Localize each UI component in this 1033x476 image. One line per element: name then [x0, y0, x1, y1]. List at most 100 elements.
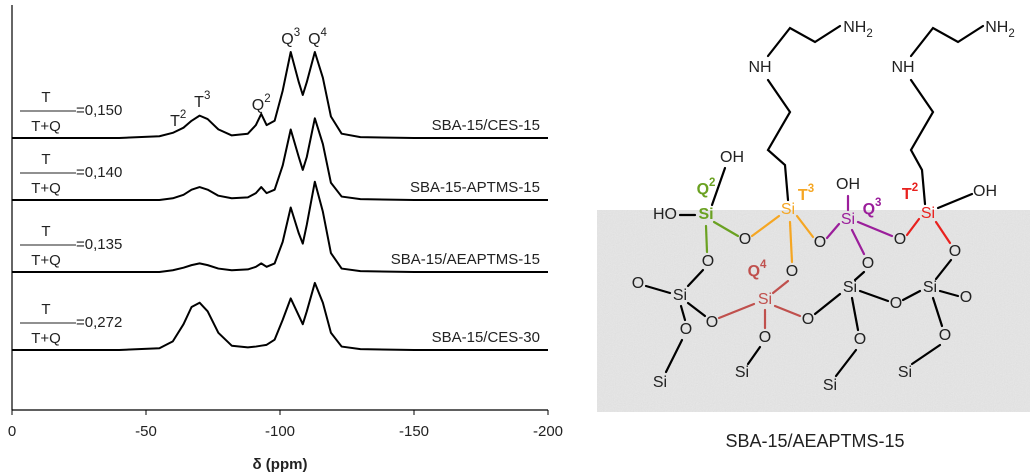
peak-label-sup: 2	[180, 109, 186, 121]
ratio-denominator: T+Q	[31, 330, 61, 347]
atom-label: OH	[720, 149, 744, 166]
atom-label: O	[786, 263, 798, 280]
bond	[644, 284, 672, 295]
atom-label: O	[890, 295, 902, 312]
bond	[712, 220, 740, 238]
atom-label-sup: 3	[875, 197, 881, 209]
peak-label-base: T	[194, 94, 204, 111]
bond	[825, 222, 841, 240]
atom-label: Si	[843, 279, 857, 296]
atom-label: O	[759, 329, 771, 346]
atom-label: O	[862, 255, 874, 272]
atom-label-sup: 4	[760, 259, 767, 271]
bonds	[644, 24, 985, 378]
bond	[686, 301, 707, 318]
ratio-denominator: T+Q	[31, 118, 61, 135]
chain-bond	[766, 78, 792, 202]
ratio-denominator: T+Q	[31, 252, 61, 269]
ratio-value: =0,135	[76, 236, 122, 253]
chain-bond	[766, 24, 842, 58]
peak-label-sup: 2	[264, 93, 270, 105]
silica-texture	[597, 210, 1030, 412]
ratio-value: =0,150	[76, 102, 122, 119]
atom-label: O	[739, 231, 751, 248]
series-label: SBA-15/AEAPTMS-15	[391, 251, 540, 268]
peak-label: Q2	[252, 93, 271, 114]
x-tick-label: 0	[8, 423, 16, 440]
series-label: SBA-15/CES-30	[432, 329, 540, 346]
bond	[853, 270, 866, 282]
ratio-denominator: T+Q	[31, 180, 61, 197]
bond	[710, 166, 727, 207]
chain-bond	[909, 78, 935, 206]
atom-label-sub: 2	[1008, 28, 1014, 40]
bond	[686, 268, 705, 288]
atom-label: T3	[798, 183, 814, 204]
x-tick-label: -200	[533, 423, 563, 440]
bond	[679, 304, 687, 322]
bond	[934, 220, 952, 245]
peak-label-base: Q	[252, 97, 264, 114]
spectrum	[12, 117, 548, 201]
atom-label: Q4	[748, 259, 767, 280]
bond	[750, 214, 781, 238]
atom-label-sup: 2	[912, 182, 918, 194]
atom-label: Si	[898, 364, 912, 381]
atom-label: Si	[758, 291, 772, 308]
atom-label: O	[802, 311, 814, 328]
peak-label-base: Q	[281, 31, 293, 48]
ratio-numerator: T	[41, 301, 50, 318]
atom-label: NH2	[843, 19, 873, 40]
chain-bond	[909, 24, 985, 58]
ratio-numerator: T	[41, 151, 50, 168]
atom-label: HO	[653, 206, 677, 223]
bond	[858, 289, 890, 303]
atom-label-sub: 2	[866, 28, 872, 40]
atom-label: O	[960, 289, 972, 306]
spectrum	[12, 51, 548, 139]
atom-label: Si	[735, 364, 749, 381]
atom-label: O	[894, 231, 906, 248]
peak-label: T3	[194, 90, 210, 111]
atom-label: Si	[841, 211, 855, 228]
bond	[938, 289, 960, 298]
atom-label-sup: 2	[709, 177, 715, 189]
bond	[850, 296, 860, 332]
atom-label: O	[706, 314, 718, 331]
atom-label: NH	[891, 59, 914, 76]
x-tick-label: -100	[265, 423, 295, 440]
atom-label: Si	[923, 279, 937, 296]
diagram-caption: SBA-15/AEAPTMS-15	[725, 431, 904, 451]
nmr-plot: δ (ppm) 0 -50 -100 -150 -200 SBA-15/CES-15 T T+…	[8, 5, 563, 473]
spectrum	[12, 180, 548, 273]
atom-label: O	[680, 321, 692, 338]
atom-label-base: T	[798, 187, 808, 204]
atom-label: OH	[973, 183, 997, 200]
ratio-numerator: T	[41, 223, 50, 240]
atom-label-base: NH	[843, 19, 866, 36]
atom-label-base: T	[902, 186, 912, 203]
atom-label: O	[949, 243, 961, 260]
peak-label: T2	[170, 109, 186, 130]
atom-label: Si	[653, 374, 667, 391]
atom-label: O	[854, 331, 866, 348]
peak-label-base: T	[170, 113, 180, 130]
bond	[936, 192, 974, 210]
atom-label-base: Q	[863, 201, 875, 218]
peak-label: Q4	[308, 27, 327, 48]
x-tick-label: -50	[135, 423, 157, 440]
bond	[795, 214, 815, 239]
bond	[905, 217, 921, 237]
atom-label-base: NH	[985, 19, 1008, 36]
ratio-value: =0,272	[76, 314, 122, 331]
atom-label: Q2	[697, 177, 716, 198]
atom-label: Si	[921, 205, 935, 222]
bond	[850, 228, 866, 256]
bond	[773, 304, 802, 318]
bond	[856, 220, 894, 238]
atom-label: O	[939, 327, 951, 344]
bond	[910, 343, 942, 366]
bond	[771, 279, 790, 295]
